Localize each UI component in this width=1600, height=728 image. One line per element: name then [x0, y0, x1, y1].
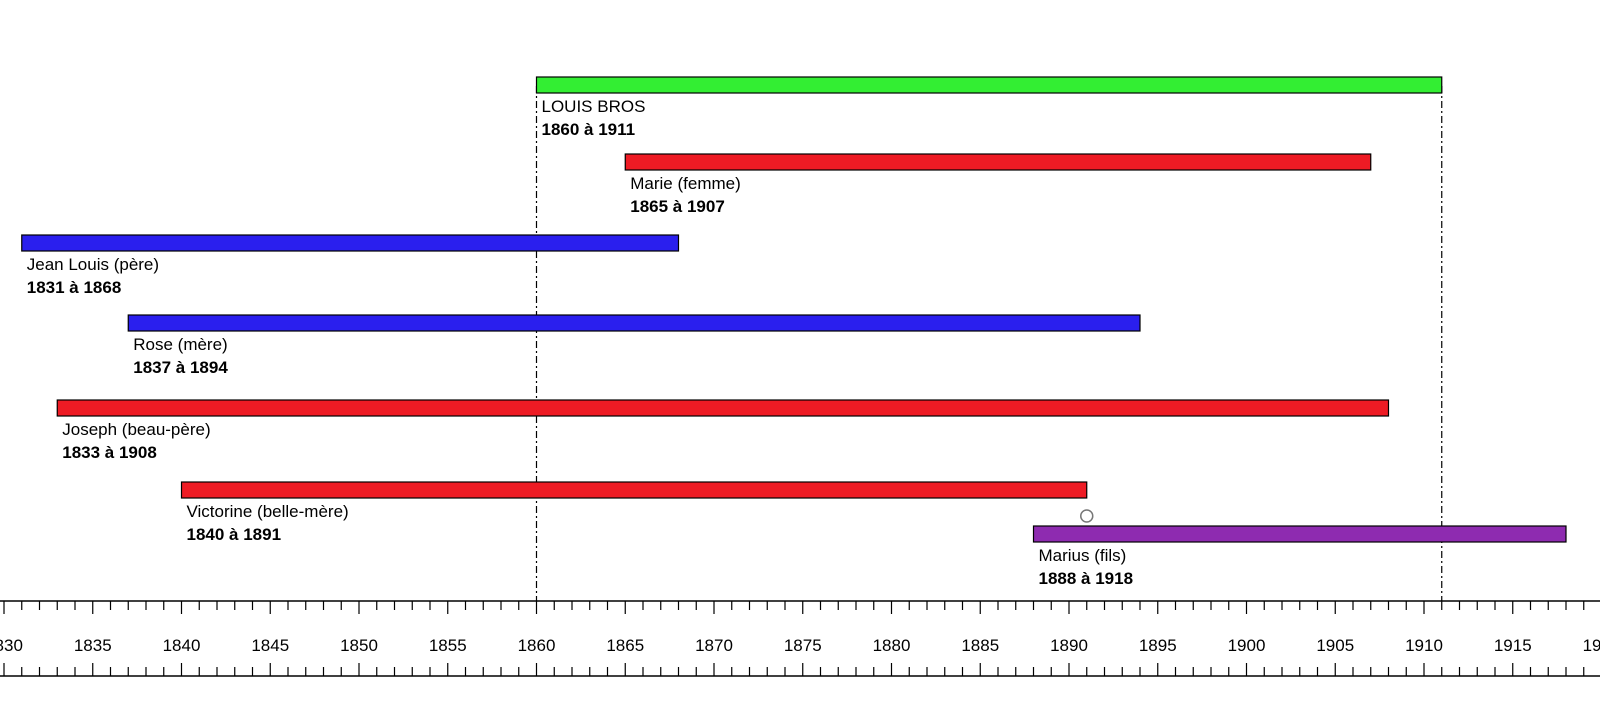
lifespan-bar-group: Victorine (belle-mère) 1840 à 1891	[180, 481, 1088, 544]
lifespan-bar	[624, 153, 1372, 171]
lifespan-bar	[180, 481, 1088, 499]
lifespan-bar-group: Marius (fils) 1888 à 1918	[1032, 525, 1567, 588]
axis-tick-label: 1900	[1228, 636, 1266, 655]
axis-tick-label: 1870	[695, 636, 733, 655]
lifespan-bars: LOUIS BROS 1860 à 1911 Marie (femme) 1865 à…	[21, 76, 1567, 588]
lifespan-bar-group: Joseph (beau-père) 1833 à 1908	[56, 399, 1390, 462]
axis-tick-label: 1895	[1139, 636, 1177, 655]
bar-name-label: Marie (femme)	[630, 174, 741, 193]
axis-tick-label: 1840	[163, 636, 201, 655]
lifespan-bar-group: Jean Louis (père) 1831 à 1868	[21, 234, 680, 297]
axis-tick-label: 1845	[251, 636, 289, 655]
lifespan-bar	[56, 399, 1390, 417]
reference-lines	[535, 86, 1443, 601]
axis-tick-label: 1910	[1405, 636, 1443, 655]
bar-years-label: 1831 à 1868	[27, 278, 122, 297]
lifespan-bar	[1032, 525, 1567, 543]
lifespan-bar	[127, 314, 1141, 332]
bar-years-label: 1833 à 1908	[62, 443, 157, 462]
lifespan-bar-group: Rose (mère) 1837 à 1894	[127, 314, 1141, 377]
lifespan-bar	[21, 234, 680, 252]
axis-tick-label: 1850	[340, 636, 378, 655]
bar-name-label: Joseph (beau-père)	[62, 420, 210, 439]
axis-tick-label: 1885	[961, 636, 999, 655]
lifespan-bar	[535, 76, 1443, 94]
axis-tick-label: 1880	[873, 636, 911, 655]
lifespan-bar-group: LOUIS BROS 1860 à 1911	[535, 76, 1443, 139]
bar-name-label: Jean Louis (père)	[27, 255, 159, 274]
axis-tick-label: 1890	[1050, 636, 1088, 655]
bar-years-label: 1865 à 1907	[630, 197, 725, 216]
axis-tick-label: 1915	[1494, 636, 1532, 655]
axis-tick-label: 1920	[1583, 636, 1600, 655]
bar-name-label: Victorine (belle-mère)	[187, 502, 349, 521]
axis-tick-label: 1875	[784, 636, 822, 655]
bar-name-label: Rose (mère)	[133, 335, 227, 354]
bar-years-label: 1860 à 1911	[542, 120, 636, 139]
axis-tick-label: 1860	[518, 636, 556, 655]
bar-name-label: Marius (fils)	[1039, 546, 1127, 565]
bar-years-label: 1837 à 1894	[133, 358, 228, 377]
axis-tick-label: 1855	[429, 636, 467, 655]
bar-years-label: 1840 à 1891	[187, 525, 282, 544]
axis-tick-label: 1835	[74, 636, 112, 655]
markers	[1080, 509, 1094, 523]
axis-tick-label: 1865	[606, 636, 644, 655]
bar-years-label: 1888 à 1918	[1039, 569, 1134, 588]
bar-name-label: LOUIS BROS	[542, 97, 646, 116]
lifespan-bar-group: Marie (femme) 1865 à 1907	[624, 153, 1372, 216]
event-marker	[1080, 509, 1094, 523]
axis-tick-label: 1905	[1316, 636, 1354, 655]
